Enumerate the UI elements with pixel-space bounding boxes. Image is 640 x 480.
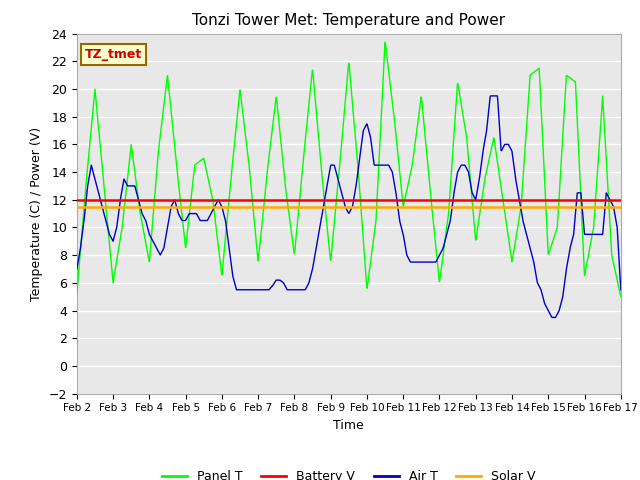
Legend: Panel T, Battery V, Air T, Solar V: Panel T, Battery V, Air T, Solar V xyxy=(157,465,541,480)
Y-axis label: Temperature (C) / Power (V): Temperature (C) / Power (V) xyxy=(30,127,43,300)
X-axis label: Time: Time xyxy=(333,419,364,432)
Text: TZ_tmet: TZ_tmet xyxy=(85,48,142,61)
Title: Tonzi Tower Met: Temperature and Power: Tonzi Tower Met: Temperature and Power xyxy=(192,13,506,28)
